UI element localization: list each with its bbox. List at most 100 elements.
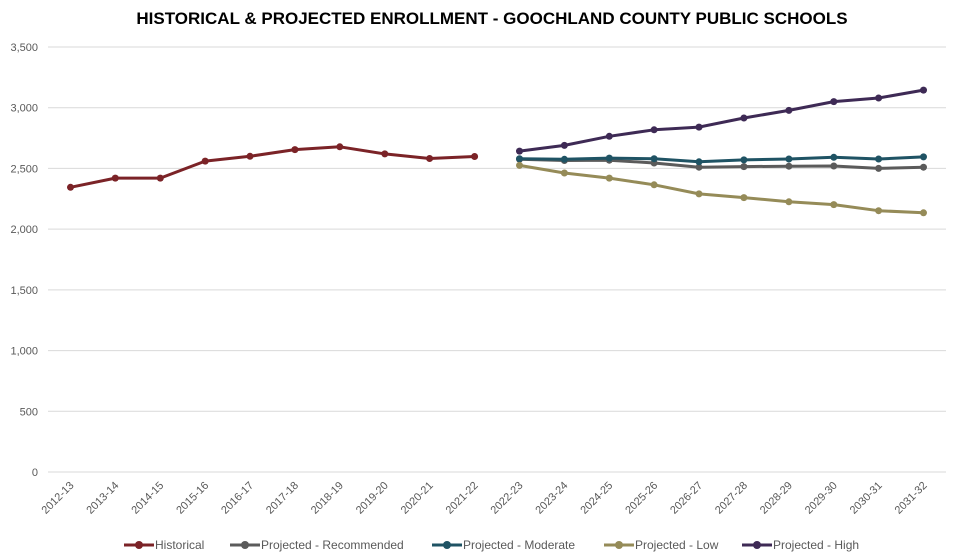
data-point xyxy=(650,155,658,163)
data-point xyxy=(426,155,434,162)
x-tick-label: 2026-27 xyxy=(668,480,705,517)
series-path xyxy=(518,163,925,215)
x-tick-label: 2013-14 xyxy=(84,480,121,517)
legend-swatch-marker xyxy=(753,541,761,549)
data-point xyxy=(605,154,613,162)
data-point xyxy=(156,174,164,182)
data-point xyxy=(785,162,793,170)
series-path xyxy=(518,157,925,170)
x-tick-label: 2017-18 xyxy=(264,480,301,517)
data-point xyxy=(605,174,613,182)
series-path xyxy=(518,155,925,164)
legend-item: Projected - Low xyxy=(604,538,719,552)
data-point xyxy=(785,155,793,163)
data-point xyxy=(291,146,299,154)
data-point xyxy=(830,98,838,106)
y-tick-label: 3,500 xyxy=(10,42,38,54)
legend-item: Projected - Recommended xyxy=(230,538,404,552)
data-point xyxy=(650,126,658,134)
data-point xyxy=(740,194,748,202)
data-point xyxy=(650,181,658,189)
legend-label: Historical xyxy=(155,538,204,552)
data-point xyxy=(695,123,703,131)
legend-item: Projected - High xyxy=(742,538,859,552)
series-path xyxy=(518,88,925,153)
legend-swatch-marker xyxy=(241,541,249,549)
data-point xyxy=(381,150,389,158)
data-point xyxy=(560,141,568,149)
series-lines xyxy=(67,86,927,217)
series-line xyxy=(516,153,927,166)
legend-label: Projected - Recommended xyxy=(261,538,404,552)
x-tick-label: 2025-26 xyxy=(623,480,660,517)
data-point xyxy=(830,153,838,161)
x-tick-label: 2016-17 xyxy=(219,480,256,517)
x-tick-label: 2019-20 xyxy=(354,480,391,517)
x-tick-label: 2028-29 xyxy=(758,480,795,517)
x-tick-label: 2012-13 xyxy=(40,480,77,517)
data-point xyxy=(830,162,838,170)
x-tick-label: 2024-25 xyxy=(578,480,615,517)
data-point xyxy=(246,152,254,160)
x-axis-ticks: 2012-13 2013-14 2014-15 2015-16 2016-17 2017-… xyxy=(40,480,930,517)
gridlines xyxy=(48,46,946,473)
data-point xyxy=(67,183,74,191)
data-point xyxy=(516,155,523,163)
data-point xyxy=(336,143,344,151)
data-point xyxy=(560,169,568,177)
data-point xyxy=(471,153,479,160)
chart-title: HISTORICAL & PROJECTED ENROLLMENT - GOOC… xyxy=(136,9,847,28)
data-point xyxy=(740,163,748,171)
legend-swatch-marker xyxy=(615,541,623,549)
data-point xyxy=(695,190,703,198)
data-point xyxy=(875,155,883,163)
x-tick-label: 2014-15 xyxy=(129,480,166,517)
y-tick-label: 1,500 xyxy=(10,285,38,297)
data-point xyxy=(111,174,119,182)
x-tick-label: 2021-22 xyxy=(444,480,481,517)
legend-item: Projected - Moderate xyxy=(432,538,575,552)
series-line xyxy=(67,143,479,191)
data-point xyxy=(875,94,883,102)
legend: Historical Projected - Recommended Project… xyxy=(124,538,859,552)
data-point xyxy=(785,106,793,114)
legend-item: Historical xyxy=(124,538,204,552)
data-point xyxy=(201,157,209,165)
y-tick-label: 0 xyxy=(32,467,38,479)
data-point xyxy=(785,198,793,206)
y-tick-label: 1,000 xyxy=(10,346,38,358)
y-tick-label: 2,500 xyxy=(10,163,38,175)
legend-swatch-marker xyxy=(135,541,143,549)
series-line xyxy=(516,86,927,155)
y-tick-label: 500 xyxy=(20,406,38,418)
legend-label: Projected - High xyxy=(773,538,859,552)
x-tick-label: 2027-28 xyxy=(713,480,750,517)
data-point xyxy=(740,114,748,122)
data-point xyxy=(920,153,927,161)
y-axis-ticks: 0 500 1,000 1,500 2,000 2,500 3,000 3,500 xyxy=(10,42,38,479)
data-point xyxy=(516,161,523,169)
y-tick-label: 2,000 xyxy=(10,224,38,236)
data-point xyxy=(920,163,927,171)
data-point xyxy=(560,155,568,163)
data-point xyxy=(830,201,838,209)
legend-label: Projected - Low xyxy=(635,538,719,552)
x-tick-label: 2022-23 xyxy=(489,480,526,517)
series-line xyxy=(516,161,927,217)
series-path xyxy=(69,145,477,189)
data-point xyxy=(920,209,927,217)
data-point xyxy=(695,163,703,171)
data-point xyxy=(740,156,748,164)
data-point xyxy=(516,147,523,155)
x-tick-label: 2020-21 xyxy=(399,480,436,517)
data-point xyxy=(695,158,703,166)
legend-swatch-marker xyxy=(443,541,451,549)
x-tick-label: 2015-16 xyxy=(174,480,211,517)
data-point xyxy=(875,207,883,215)
legend-label: Projected - Moderate xyxy=(463,538,575,552)
x-tick-label: 2023-24 xyxy=(533,480,570,517)
x-tick-label: 2029-30 xyxy=(803,480,840,517)
y-tick-label: 3,000 xyxy=(10,103,38,115)
x-tick-label: 2018-19 xyxy=(309,480,346,517)
